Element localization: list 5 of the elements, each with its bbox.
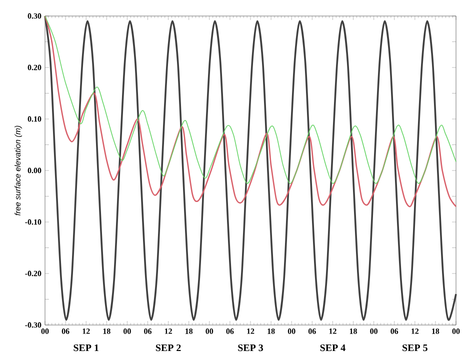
text: SEP 4 <box>320 344 346 352</box>
text: SEP 5 <box>402 344 428 352</box>
text: SEP 3 <box>238 344 264 352</box>
text: SEP 1 <box>74 344 98 352</box>
text: SEP 2 <box>156 344 181 352</box>
